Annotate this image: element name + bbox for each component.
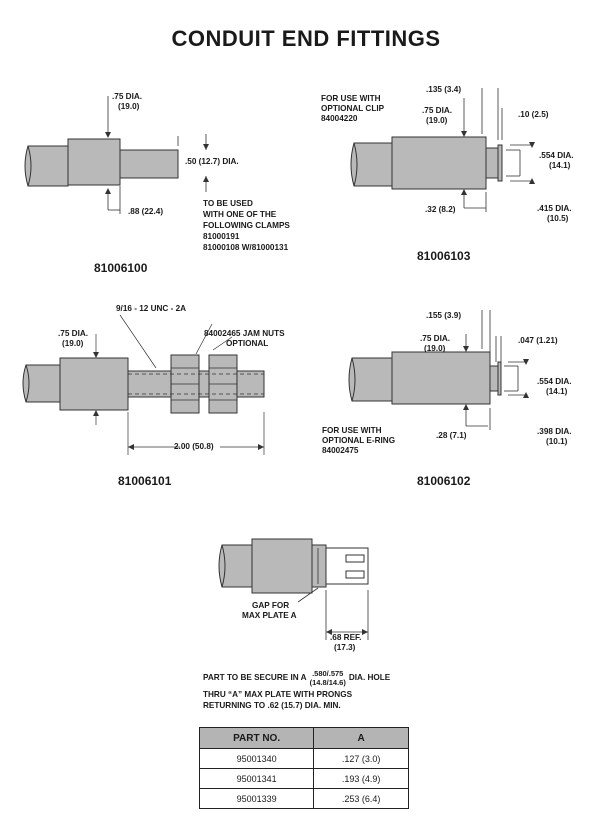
fig4-note-3: 84002475 (322, 446, 359, 455)
fig1-note-5: 81000108 W/81000131 (203, 243, 289, 252)
cell-a: .193 (4.9) (313, 768, 409, 789)
fig2-dim-135: .135 (3.4) (426, 85, 462, 94)
fig4-dia-75-mm: (19.0) (424, 344, 446, 353)
fig4-dim-28: .28 (7.1) (436, 431, 467, 440)
header-a: A (313, 727, 409, 749)
mounting-note-suffix: DIA. HOLE (348, 673, 391, 683)
mounting-note-line2: THRU “A” MAX PLATE WITH PRONGS (203, 690, 353, 699)
fig1-note-1: TO BE USED (203, 199, 253, 208)
page-title: CONDUIT END FITTINGS (171, 26, 441, 51)
header-part-no: PART NO. (198, 727, 315, 749)
table-header-row: PART NO. A (198, 727, 409, 749)
fig1-len-88: .88 (22.4) (128, 207, 164, 216)
fig3-thread: 9/16 - 12 UNC - 2A (116, 304, 187, 313)
cell-a: .127 (3.0) (313, 748, 409, 769)
cell-part-no: 95001339 (198, 788, 315, 809)
fig3-jam-2: OPTIONAL (226, 339, 269, 348)
fig2-dia-75-mm: (19.0) (426, 116, 448, 125)
fig4-part-number: 81006102 (417, 474, 471, 488)
fig2-dia-554: .554 DIA. (539, 151, 574, 160)
fig1-part-number: 81006100 (94, 261, 148, 275)
fig4-dia-554-mm: (14.1) (546, 387, 568, 396)
fig2-dim-10: .10 (2.5) (518, 110, 549, 119)
fig2-note-1: FOR USE WITH (321, 94, 381, 103)
fig4-dia-398: .398 DIA. (537, 427, 572, 436)
fig3-part-number: 81006101 (118, 474, 172, 488)
fig1-dia-75-mm: (19.0) (118, 102, 140, 111)
fig3-dia-75: .75 DIA. (58, 329, 89, 338)
mounting-hole-fraction: .580/.575 (14.8/14.6) (310, 669, 346, 687)
fig3-dia-75-mm: (19.0) (62, 339, 84, 348)
fig2-dim-32: .32 (8.2) (425, 205, 456, 214)
cell-part-no: 95001340 (198, 748, 315, 769)
cell-part-no: 95001341 (198, 768, 315, 789)
fig2-dia-415: .415 DIA. (537, 204, 572, 213)
fig3-len-200: 2.00 (50.8) (174, 442, 214, 451)
mounting-note-prefix: PART TO BE SECURE IN A (203, 673, 307, 683)
fig5-gap-1: GAP FOR (252, 601, 290, 610)
fig5-ref-68-mm: (17.3) (334, 643, 356, 652)
fig2-note-2: OPTIONAL CLIP (321, 104, 385, 113)
fig4-dia-75: .75 DIA. (420, 334, 451, 343)
cell-a: .253 (6.4) (313, 788, 409, 809)
fig1-note-4: 81000191 (203, 232, 240, 241)
fig4-dim-047: .047 (1.21) (518, 336, 558, 345)
table-row: 95001339 .253 (6.4) (198, 788, 409, 809)
fig4-dim-155: .155 (3.9) (426, 311, 462, 320)
fig4-note-1: FOR USE WITH (322, 426, 382, 435)
fig1-dia-50: .50 (12.7) DIA. (185, 157, 239, 166)
fig4-note-2: OPTIONAL E-RING (322, 436, 396, 445)
fig2-dia-415-mm: (10.5) (547, 214, 569, 223)
fig3-jam-1: 84002465 JAM NUTS (204, 329, 285, 338)
fig2-dia-554-mm: (14.1) (549, 161, 571, 170)
mounting-note-line3: RETURNING TO .62 (15.7) DIA. MIN. (203, 701, 341, 710)
fig2-part-number: 81006103 (417, 249, 471, 263)
fig5-ref-68: .68 REF. (330, 633, 362, 642)
fig1-note-3: FOLLOWING CLAMPS (203, 221, 290, 230)
part-number-table: PART NO. A 95001340 .127 (3.0) 95001341 … (198, 727, 409, 809)
table-row: 95001340 .127 (3.0) (198, 748, 409, 769)
fig2-dia-75: .75 DIA. (422, 106, 453, 115)
fraction-top: .580/.575 (312, 669, 344, 678)
table-row: 95001341 .193 (4.9) (198, 768, 409, 789)
fig4-dia-398-mm: (10.1) (546, 437, 568, 446)
fraction-bottom: (14.8/14.6) (309, 678, 346, 687)
fig2-note-3: 84004220 (321, 114, 358, 123)
mounting-note-line1: PART TO BE SECURE IN A .580/.575 (14.8/14.… (203, 669, 390, 687)
fig1-dia-75: .75 DIA. (112, 92, 143, 101)
fig1-note-2: WITH ONE OF THE (203, 210, 277, 219)
fig4-dia-554: .554 DIA. (537, 377, 572, 386)
fig5-gap-2: MAX PLATE A (242, 611, 297, 620)
